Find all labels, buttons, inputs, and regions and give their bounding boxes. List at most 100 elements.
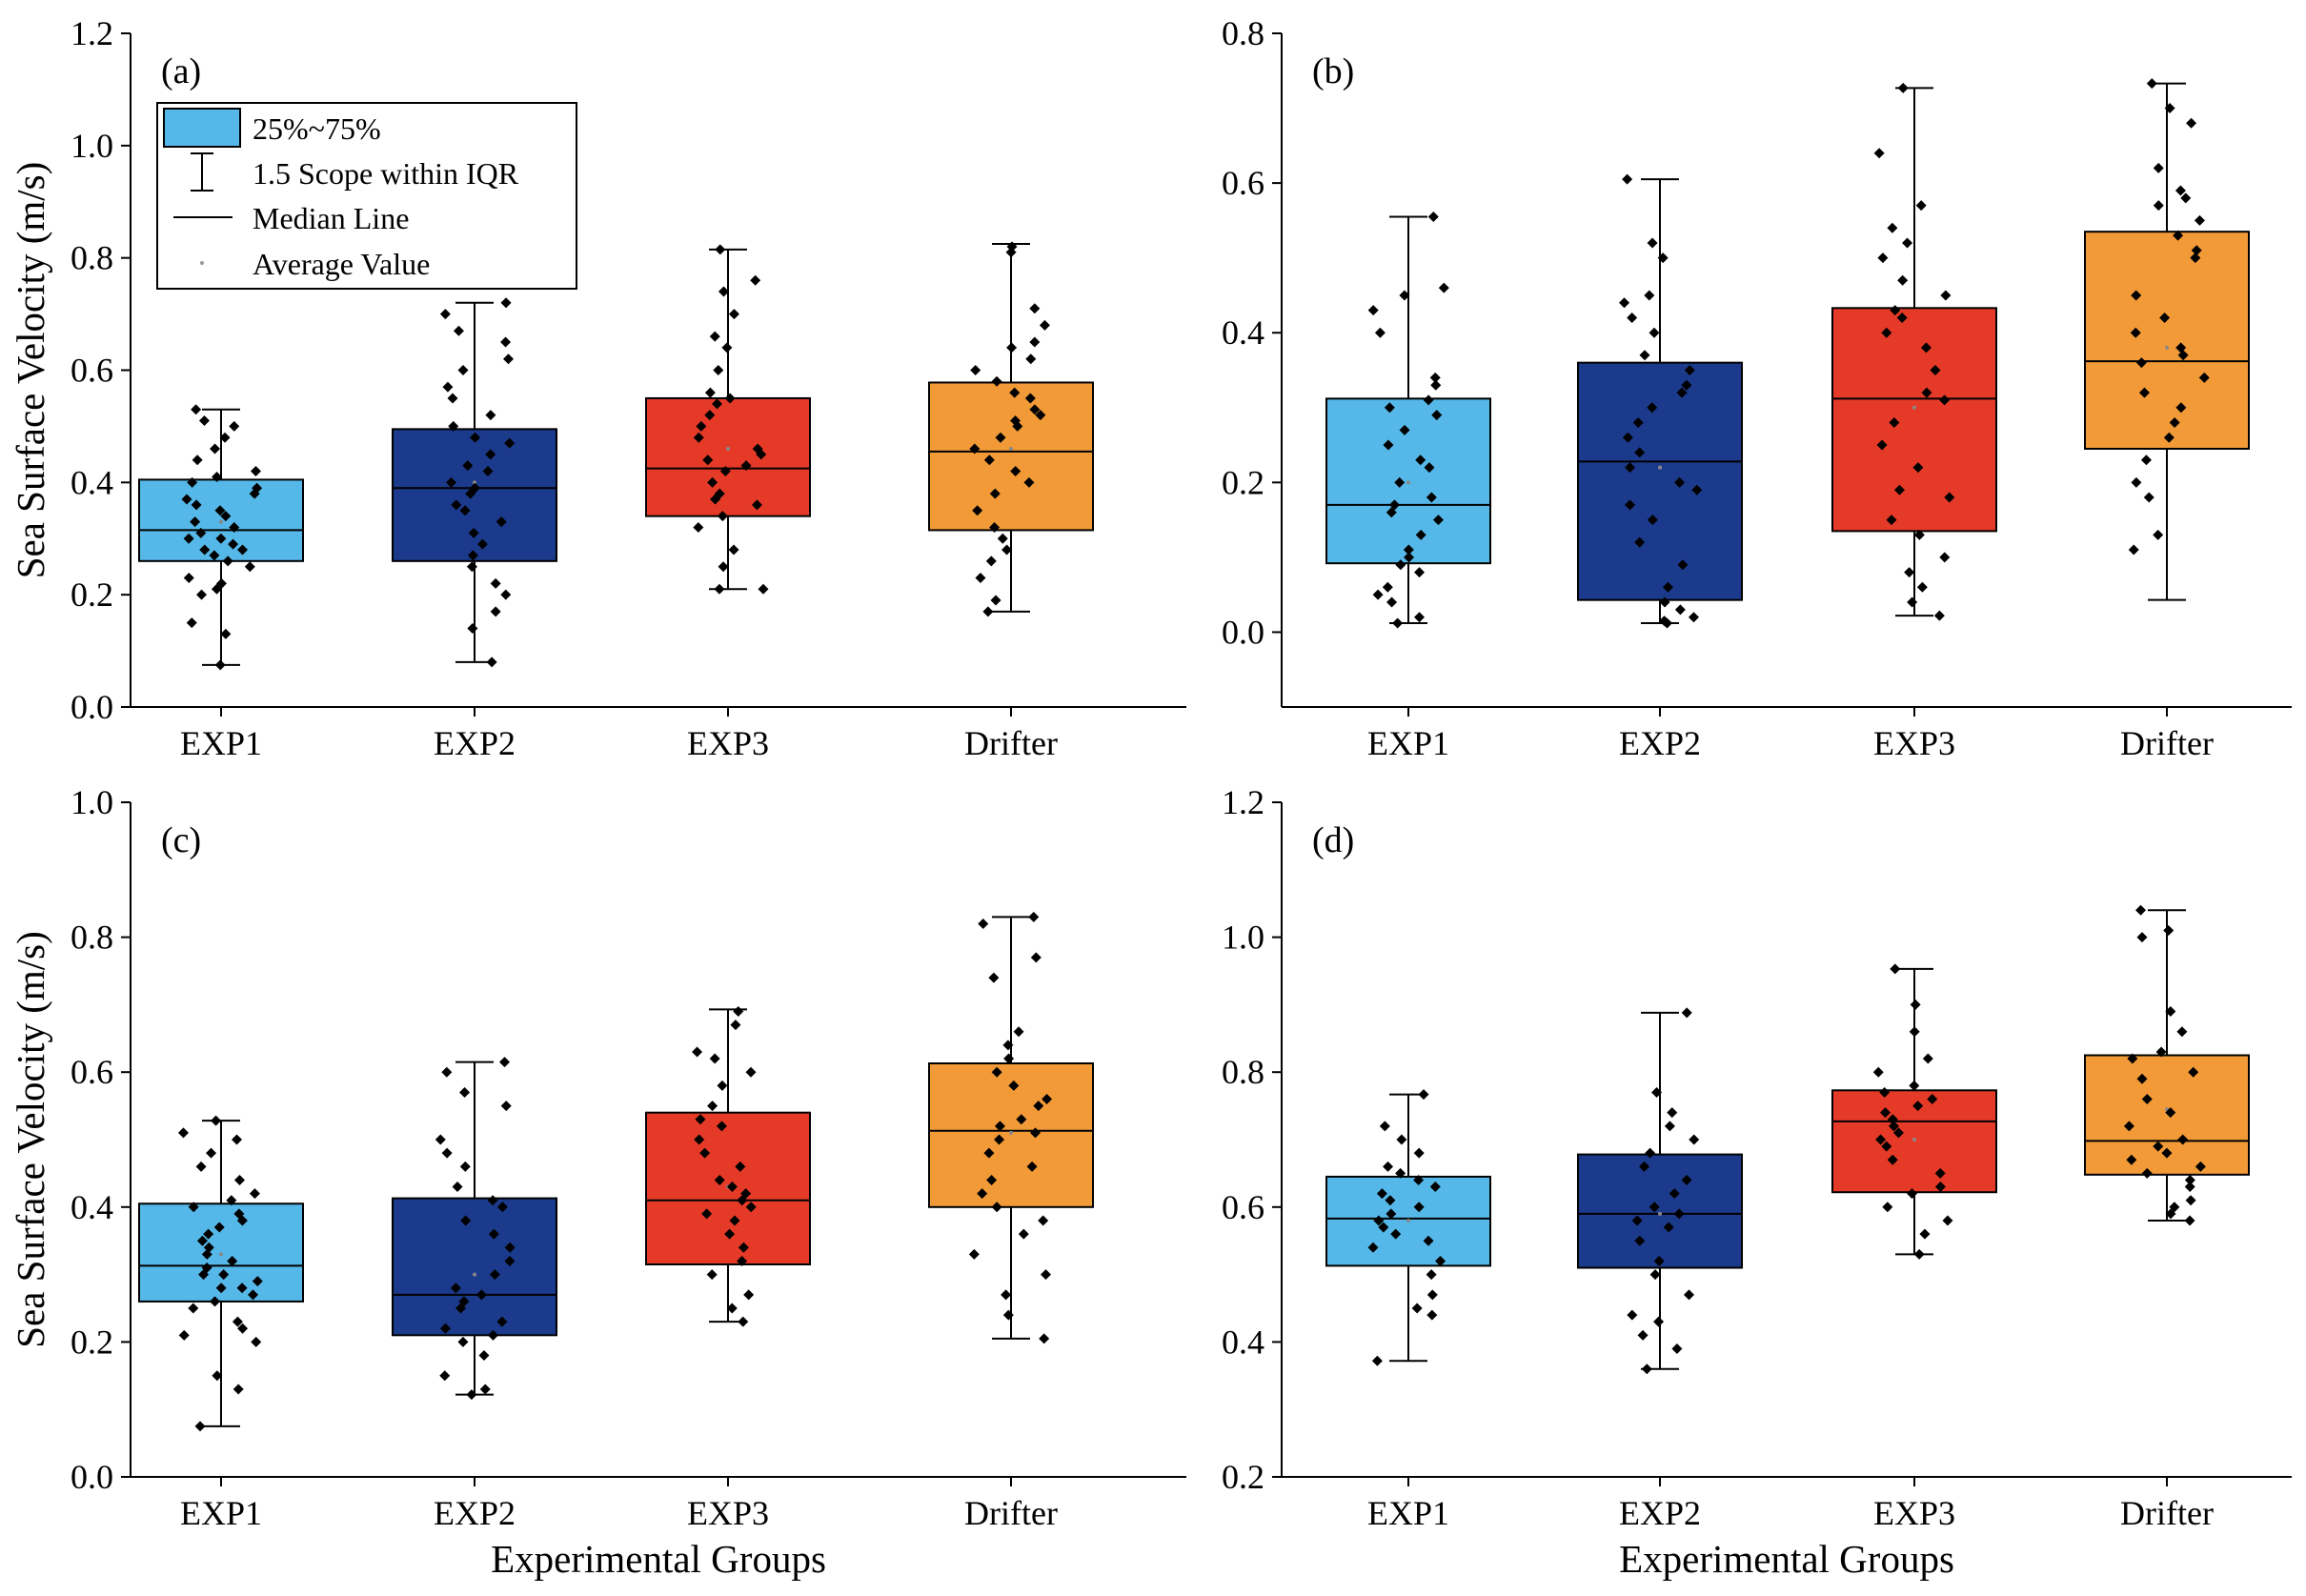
- data-point: [499, 1057, 511, 1068]
- data-point: [724, 1228, 736, 1240]
- data-point: [446, 476, 457, 488]
- data-point: [1009, 387, 1021, 398]
- data-point: [2184, 1182, 2195, 1193]
- data-point: [1683, 1289, 1694, 1301]
- x-tick-label: EXP3: [687, 724, 769, 762]
- data-point: [1386, 596, 1398, 608]
- data-point: [458, 1296, 470, 1307]
- data-point: [490, 606, 501, 617]
- box-exp1: [1325, 211, 1491, 629]
- data-point: [2138, 387, 2150, 398]
- data-point: [1040, 1269, 1051, 1281]
- data-point: [500, 297, 512, 309]
- data-point: [2140, 455, 2152, 466]
- data-point: [1939, 552, 1951, 563]
- data-point: [183, 533, 194, 544]
- data-point: [1916, 581, 1928, 593]
- legend-label-average: Average Value: [253, 247, 430, 281]
- data-point: [712, 398, 723, 410]
- data-point: [701, 1208, 713, 1220]
- data-point: [1411, 1303, 1423, 1314]
- data-point: [1374, 327, 1386, 338]
- data-point: [1388, 499, 1400, 511]
- y-tick-label: 1.0: [71, 783, 113, 821]
- data-point: [1426, 1289, 1438, 1301]
- x-tick-label: EXP2: [434, 1494, 516, 1532]
- data-point: [1649, 1269, 1661, 1281]
- average-dot: [1912, 405, 1916, 410]
- data-point: [1371, 1355, 1383, 1366]
- data-point: [707, 1101, 718, 1112]
- data-point: [194, 1421, 206, 1432]
- data-point: [1674, 476, 1686, 488]
- data-point: [1379, 1121, 1390, 1132]
- data-point: [1018, 1228, 1029, 1240]
- data-point: [2188, 1066, 2199, 1078]
- data-point: [694, 1134, 705, 1145]
- data-point: [233, 1384, 244, 1395]
- data-point: [482, 466, 494, 477]
- data-point: [196, 589, 208, 600]
- data-point: [1396, 1134, 1407, 1145]
- data-point: [1413, 1147, 1425, 1159]
- data-point: [2155, 1046, 2167, 1058]
- data-point: [1010, 415, 1022, 427]
- data-point: [195, 527, 207, 538]
- data-point: [1029, 404, 1041, 415]
- data-point: [469, 482, 480, 494]
- data-point: [1913, 529, 1925, 540]
- data-point: [985, 556, 997, 567]
- data-point: [2131, 476, 2142, 488]
- x-tick-label: Drifter: [2120, 724, 2214, 762]
- data-point: [250, 466, 261, 477]
- data-point: [1912, 462, 1924, 474]
- data-point: [1889, 416, 1900, 428]
- data-point: [716, 1121, 727, 1132]
- legend-label-median: Median Line: [253, 201, 409, 235]
- data-point: [2127, 1053, 2138, 1064]
- data-point: [714, 488, 725, 499]
- data-point: [496, 1316, 508, 1327]
- data-point: [1395, 1167, 1406, 1179]
- data-point: [1934, 1167, 1946, 1179]
- data-point: [237, 1323, 249, 1334]
- data-point: [1390, 1228, 1402, 1240]
- data-point: [1386, 1208, 1397, 1220]
- data-point: [1890, 305, 1901, 316]
- average-dot: [1406, 1218, 1410, 1222]
- data-point: [713, 365, 724, 375]
- data-point: [442, 381, 454, 393]
- data-point: [715, 244, 726, 255]
- data-point: [489, 1269, 500, 1281]
- data-point: [1944, 492, 1955, 503]
- data-point: [1920, 342, 1932, 354]
- data-point: [500, 336, 512, 348]
- y-tick-label: 0.0: [71, 688, 113, 726]
- data-point: [1684, 365, 1695, 375]
- data-point: [1691, 484, 1703, 495]
- data-point: [1435, 1255, 1446, 1266]
- data-point: [728, 309, 739, 320]
- data-point: [745, 1202, 757, 1213]
- data-point: [187, 476, 198, 488]
- data-point: [1378, 1222, 1389, 1233]
- data-point: [2164, 103, 2175, 114]
- data-point: [1426, 492, 1437, 503]
- data-point: [745, 1066, 757, 1078]
- data-point: [1872, 1066, 1884, 1078]
- data-point: [462, 460, 474, 472]
- data-point: [1919, 1228, 1931, 1240]
- data-point: [2130, 327, 2141, 338]
- data-point: [1367, 1242, 1379, 1253]
- data-point: [2163, 925, 2175, 937]
- data-point: [220, 628, 232, 639]
- data-point: [470, 432, 481, 443]
- data-point: [733, 1005, 744, 1017]
- box-exp1: [138, 404, 304, 671]
- data-point: [1688, 612, 1699, 623]
- data-point: [2194, 214, 2205, 226]
- data-point: [994, 1121, 1005, 1132]
- data-point: [1622, 432, 1633, 443]
- data-point: [190, 516, 201, 528]
- data-point: [692, 1046, 703, 1058]
